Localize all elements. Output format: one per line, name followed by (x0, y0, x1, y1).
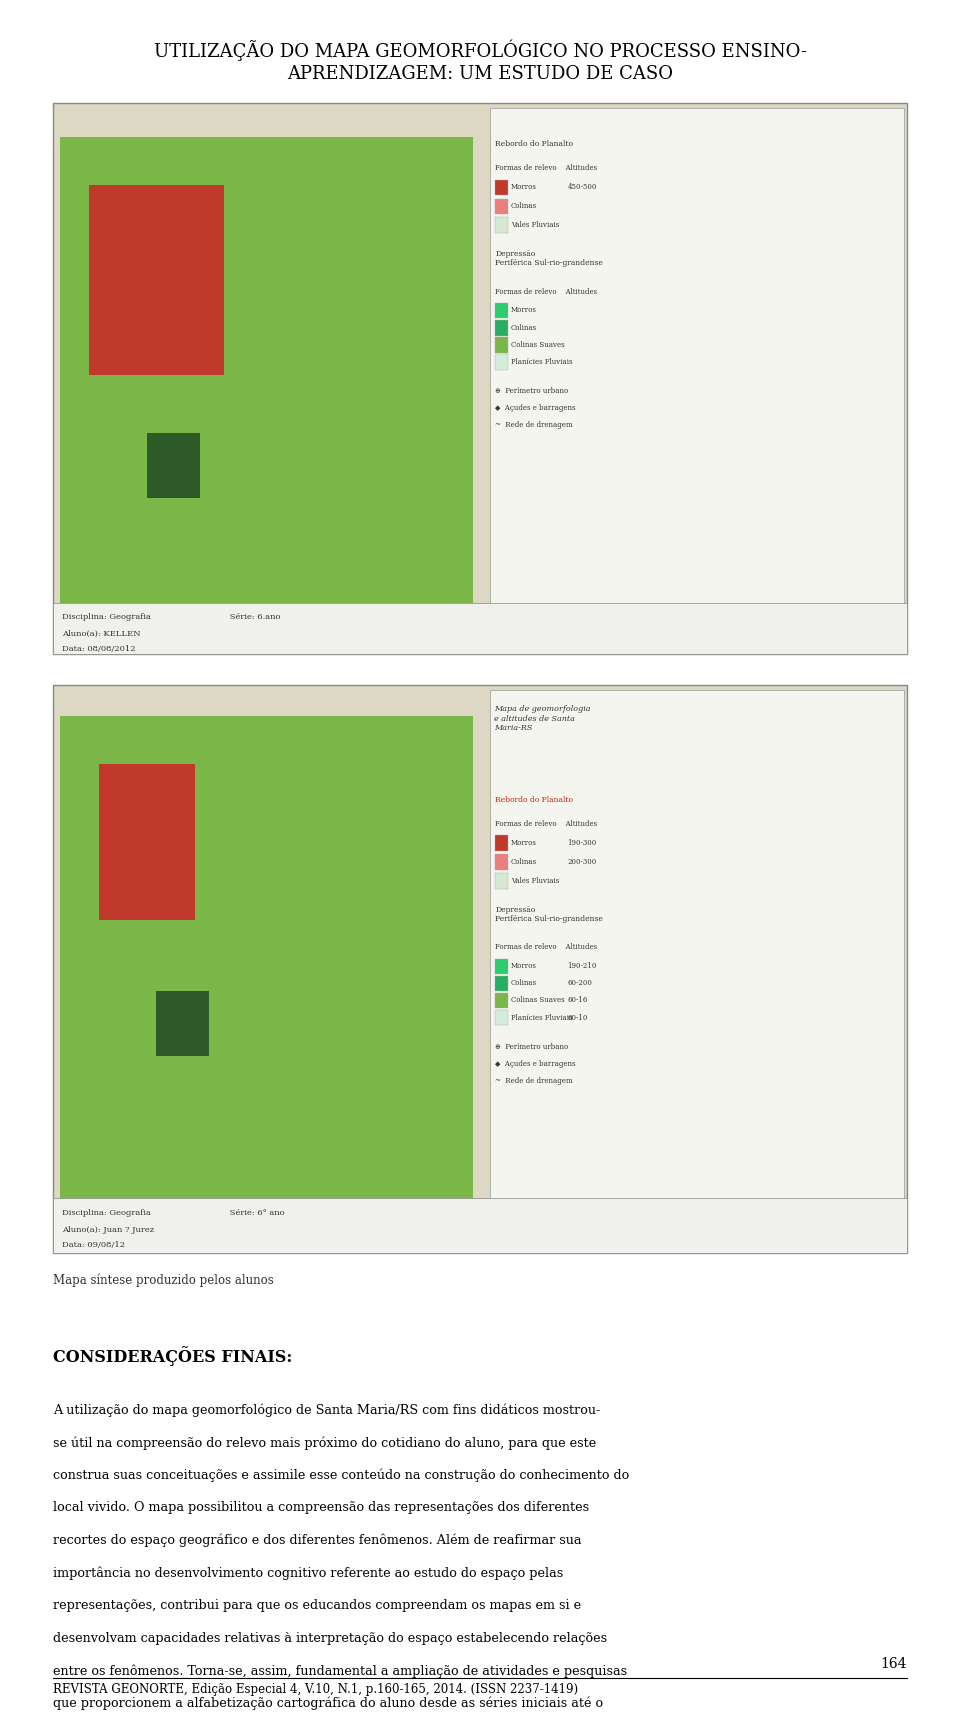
Text: APRENDIZAGEM: UM ESTUDO DE CASO: APRENDIZAGEM: UM ESTUDO DE CASO (287, 65, 673, 84)
Text: Aluno(a): Juan ? Jurez: Aluno(a): Juan ? Jurez (62, 1226, 155, 1234)
FancyBboxPatch shape (495, 993, 508, 1008)
FancyBboxPatch shape (495, 1010, 508, 1025)
Text: 190-300: 190-300 (567, 839, 596, 847)
Text: Colinas: Colinas (511, 979, 537, 988)
Text: Colinas Suaves: Colinas Suaves (511, 341, 564, 349)
Text: 450-500: 450-500 (567, 183, 597, 192)
Text: A utilização do mapa geomorfológico de Santa Maria/RS com fins didáticos mostrou: A utilização do mapa geomorfológico de S… (53, 1404, 600, 1418)
FancyBboxPatch shape (495, 976, 508, 991)
Text: construa suas conceituações e assimile esse conteúdo na construção do conhecimen: construa suas conceituações e assimile e… (53, 1469, 629, 1483)
FancyBboxPatch shape (495, 180, 508, 195)
FancyBboxPatch shape (495, 303, 508, 318)
Text: Formas de relevo    Altitudes: Formas de relevo Altitudes (495, 288, 597, 296)
FancyBboxPatch shape (53, 603, 907, 654)
Text: 200-300: 200-300 (567, 858, 596, 866)
Text: ⊕  Perímetro urbano: ⊕ Perímetro urbano (495, 387, 568, 395)
Text: Rebordo do Planalto: Rebordo do Planalto (495, 796, 573, 805)
Text: Depressão
Periférica Sul-rio-grandense: Depressão Periférica Sul-rio-grandense (495, 250, 603, 267)
Text: ~  Rede de drenagem: ~ Rede de drenagem (495, 421, 573, 430)
Text: Aluno(a): KELLEN: Aluno(a): KELLEN (62, 630, 141, 639)
Text: Formas de relevo    Altitudes: Formas de relevo Altitudes (495, 943, 597, 952)
FancyBboxPatch shape (53, 1198, 907, 1253)
FancyBboxPatch shape (490, 690, 904, 1248)
FancyBboxPatch shape (495, 320, 508, 336)
Text: Planícies Fluviais: Planícies Fluviais (511, 1014, 572, 1022)
Text: Vales Fluviais: Vales Fluviais (511, 877, 559, 885)
Text: Morros: Morros (511, 839, 537, 847)
FancyBboxPatch shape (495, 354, 508, 370)
Text: Formas de relevo    Altitudes: Formas de relevo Altitudes (495, 164, 597, 173)
Text: recortes do espaço geográfico e dos diferentes fenômenos. Além de reafirmar sua: recortes do espaço geográfico e dos dife… (53, 1534, 582, 1548)
FancyBboxPatch shape (147, 433, 200, 498)
Text: Colinas: Colinas (511, 858, 537, 866)
Text: Depressão
Periférica Sul-rio-grandense: Depressão Periférica Sul-rio-grandense (495, 906, 603, 923)
Text: ⊕  Perímetro urbano: ⊕ Perímetro urbano (495, 1043, 568, 1051)
Text: Colinas: Colinas (511, 202, 537, 211)
Text: 60-16: 60-16 (567, 996, 588, 1005)
Text: entre os fenômenos. Torna-se, assim, fundamental a ampliação de atividades e pes: entre os fenômenos. Torna-se, assim, fun… (53, 1664, 627, 1678)
Text: Planícies Fluviais: Planícies Fluviais (511, 358, 572, 366)
Text: 60-10: 60-10 (567, 1014, 588, 1022)
Text: ~  Rede de drenagem: ~ Rede de drenagem (495, 1077, 573, 1085)
Text: importância no desenvolvimento cognitivo referente ao estudo do espaço pelas: importância no desenvolvimento cognitivo… (53, 1566, 564, 1580)
Text: Morros: Morros (511, 183, 537, 192)
Text: que proporcionem a alfabetização cartográfica do aluno desde as séries iniciais : que proporcionem a alfabetização cartogr… (53, 1697, 603, 1710)
Text: Mapa de geomorfologia
e altitudes de Santa
Maria-RS: Mapa de geomorfologia e altitudes de San… (494, 705, 591, 731)
FancyBboxPatch shape (495, 873, 508, 889)
Text: Mapa síntese produzido pelos alunos: Mapa síntese produzido pelos alunos (53, 1274, 274, 1287)
Text: se útil na compreensão do relevo mais próximo do cotidiano do aluno, para que es: se útil na compreensão do relevo mais pr… (53, 1436, 596, 1450)
Text: Disciplina: Geografia                              Série: 6° ano: Disciplina: Geografia Série: 6° ano (62, 1209, 285, 1217)
Text: Data: 09/08/12: Data: 09/08/12 (62, 1241, 126, 1250)
FancyBboxPatch shape (495, 854, 508, 870)
FancyBboxPatch shape (60, 716, 473, 1202)
Text: Data: 08/08/2012: Data: 08/08/2012 (62, 645, 136, 654)
FancyBboxPatch shape (53, 685, 907, 1253)
Text: 164: 164 (880, 1657, 907, 1671)
Text: representações, contribui para que os educandos compreendam os mapas em si e: representações, contribui para que os ed… (53, 1599, 581, 1613)
Text: local vivido. O mapa possibilitou a compreensão das representações dos diferente: local vivido. O mapa possibilitou a comp… (53, 1501, 588, 1515)
Text: Disciplina: Geografia                              Série: 6.ano: Disciplina: Geografia Série: 6.ano (62, 613, 281, 621)
FancyBboxPatch shape (60, 137, 473, 603)
Text: REVISTA GEONORTE, Edição Especial 4, V.10, N.1, p.160-165, 2014. (ISSN 2237-1419: REVISTA GEONORTE, Edição Especial 4, V.1… (53, 1683, 578, 1697)
FancyBboxPatch shape (490, 108, 904, 649)
Text: Morros: Morros (511, 306, 537, 315)
Text: ◆  Açudes e barragens: ◆ Açudes e barragens (495, 1060, 576, 1068)
FancyBboxPatch shape (53, 103, 907, 654)
FancyBboxPatch shape (495, 959, 508, 974)
FancyBboxPatch shape (89, 185, 224, 375)
Text: desenvolvam capacidades relativas à interpretação do espaço estabelecendo relaçõ: desenvolvam capacidades relativas à inte… (53, 1632, 607, 1645)
Text: Rebordo do Planalto: Rebordo do Planalto (495, 140, 573, 149)
Text: Colinas: Colinas (511, 324, 537, 332)
Text: CONSIDERAÇÕES FINAIS:: CONSIDERAÇÕES FINAIS: (53, 1346, 292, 1366)
Text: ◆  Açudes e barragens: ◆ Açudes e barragens (495, 404, 576, 413)
FancyBboxPatch shape (495, 835, 508, 851)
Text: Morros: Morros (511, 962, 537, 971)
Text: 190-210: 190-210 (567, 962, 597, 971)
Text: Vales Fluviais: Vales Fluviais (511, 221, 559, 229)
Text: Formas de relevo    Altitudes: Formas de relevo Altitudes (495, 820, 597, 829)
FancyBboxPatch shape (495, 337, 508, 353)
FancyBboxPatch shape (99, 764, 195, 919)
Text: Colinas Suaves: Colinas Suaves (511, 996, 564, 1005)
FancyBboxPatch shape (495, 199, 508, 214)
FancyBboxPatch shape (156, 991, 209, 1056)
Text: 60-200: 60-200 (567, 979, 592, 988)
Text: UTILIZAÇÃO DO MAPA GEOMORFOLÓGICO NO PROCESSO ENSINO-: UTILIZAÇÃO DO MAPA GEOMORFOLÓGICO NO PRO… (154, 39, 806, 62)
FancyBboxPatch shape (495, 217, 508, 233)
